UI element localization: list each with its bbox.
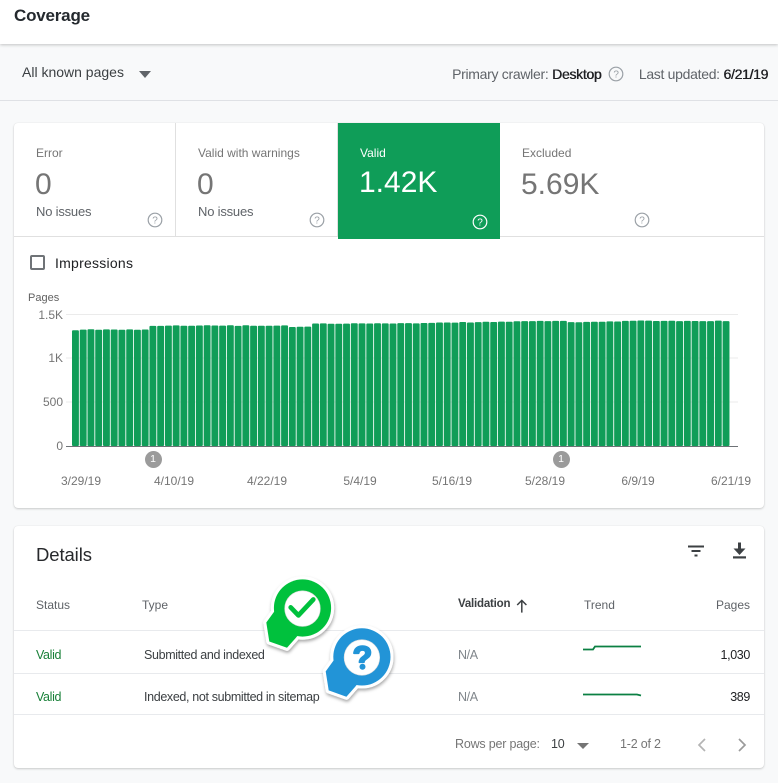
svg-text:?: ? bbox=[152, 216, 158, 227]
svg-text:?: ? bbox=[639, 216, 645, 227]
svg-text:?: ? bbox=[614, 70, 620, 81]
svg-text:?: ? bbox=[314, 216, 320, 227]
svg-text:?: ? bbox=[477, 218, 483, 229]
